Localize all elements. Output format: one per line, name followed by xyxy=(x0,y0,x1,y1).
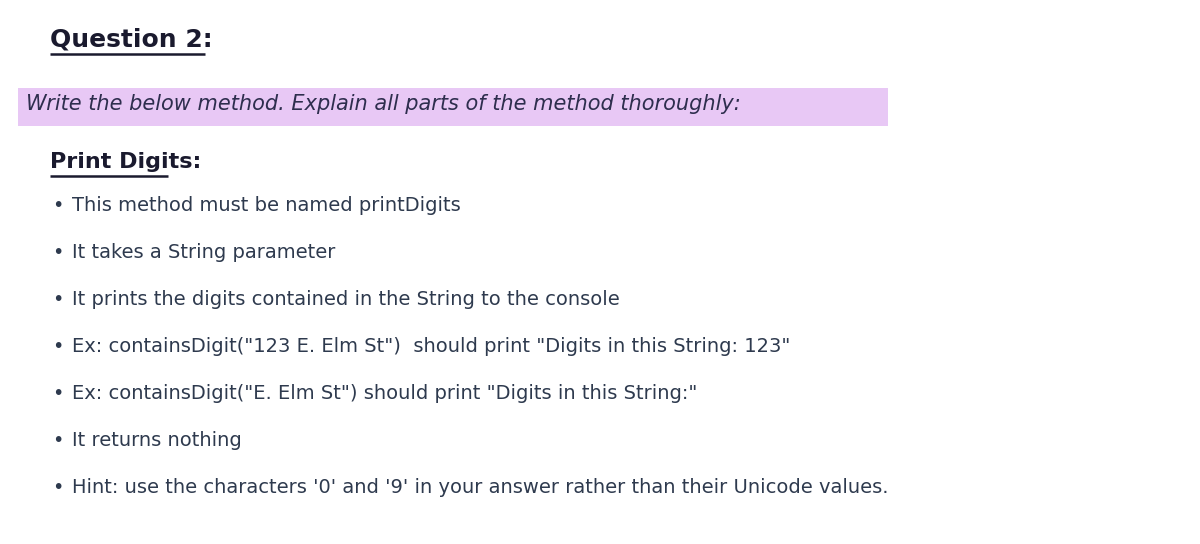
Text: •: • xyxy=(52,431,64,450)
Text: It prints the digits contained in the String to the console: It prints the digits contained in the St… xyxy=(72,290,619,309)
Text: •: • xyxy=(52,478,64,497)
Text: It returns nothing: It returns nothing xyxy=(72,431,241,450)
Text: Write the below method. Explain all parts of the method thoroughly:: Write the below method. Explain all part… xyxy=(26,94,740,114)
Bar xyxy=(18,88,888,126)
Text: Ex: containsDigit("123 E. Elm St")  should print "Digits in this String: 123": Ex: containsDigit("123 E. Elm St") shoul… xyxy=(72,337,791,356)
Text: •: • xyxy=(52,290,64,309)
Text: •: • xyxy=(52,196,64,215)
Text: Print Digits:: Print Digits: xyxy=(50,152,202,172)
Text: Hint: use the characters '0' and '9' in your answer rather than their Unicode va: Hint: use the characters '0' and '9' in … xyxy=(72,478,888,497)
Text: This method must be named printDigits: This method must be named printDigits xyxy=(72,196,461,215)
Text: Question 2:: Question 2: xyxy=(50,28,212,52)
Text: •: • xyxy=(52,243,64,262)
Text: It takes a String parameter: It takes a String parameter xyxy=(72,243,335,262)
Text: Ex: containsDigit("E. Elm St") should print "Digits in this String:": Ex: containsDigit("E. Elm St") should pr… xyxy=(72,384,697,403)
Text: •: • xyxy=(52,337,64,356)
Text: •: • xyxy=(52,384,64,403)
